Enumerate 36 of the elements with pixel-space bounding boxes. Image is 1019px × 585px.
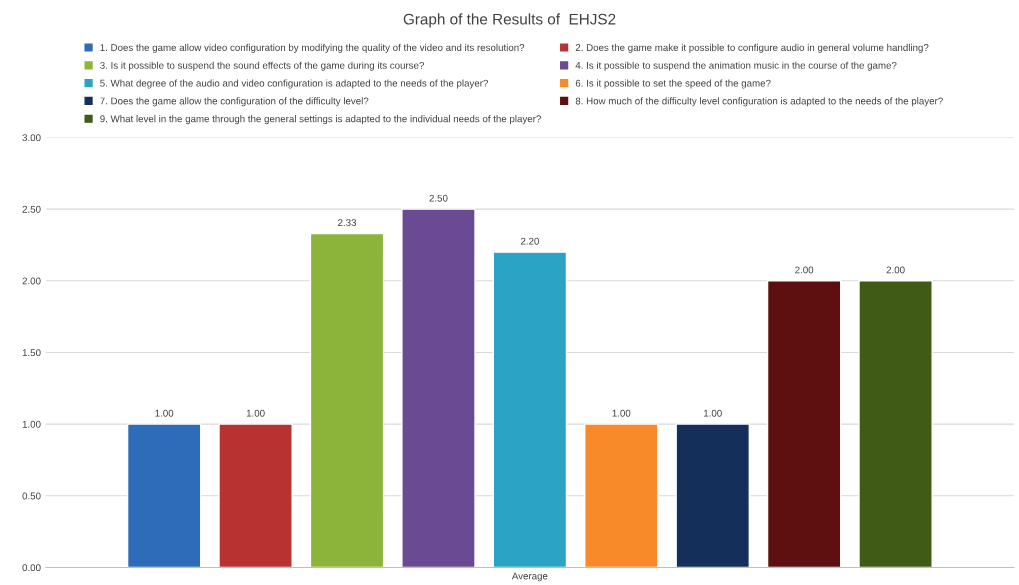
legend-label: 5. What degree of the audio and video configuration is adapted to the needs of the player? <box>100 79 489 89</box>
legend-label: 2. Does the game make it possible to configure audio in general volume handling? <box>575 43 929 53</box>
legend-label: 7. Does the game allow the configuration of the difficulty level? <box>100 97 369 107</box>
y-tick-label: 2.50 <box>22 205 41 213</box>
bar <box>218 423 293 568</box>
data-label: 2.20 <box>520 237 539 245</box>
bar <box>766 280 842 568</box>
bar <box>675 423 750 568</box>
y-tick-label: 0.00 <box>22 564 41 572</box>
bar <box>309 232 385 568</box>
legend-label: 4. Is it possible to suspend the animation music in the course of the game? <box>575 61 897 71</box>
y-tick-label: 1.00 <box>22 420 41 428</box>
bar <box>126 423 202 568</box>
data-label: 2.00 <box>886 266 905 274</box>
y-tick-label: 0.50 <box>22 492 41 500</box>
data-label: 2.50 <box>429 194 448 202</box>
x-tick-label: Average <box>511 572 548 582</box>
data-label: 2.33 <box>338 219 357 227</box>
legend-label: 3. Is it possible to suspend the sound effects of the game during its course? <box>100 61 425 71</box>
data-label: 1.00 <box>246 409 265 417</box>
legend-label: 9. What level in the game through the general settings is adapted to the individual needs of the player? <box>100 115 541 125</box>
legend-label: 6. Is it possible to set the speed of the game? <box>575 79 771 89</box>
chart-title: Graph of the Results of EHJS2 <box>403 13 616 28</box>
bar <box>858 280 933 568</box>
legend-label: 1. Does the game allow video configuration by modifying the quality of the video and its resolution? <box>100 43 525 53</box>
y-tick-label: 2.00 <box>22 277 41 285</box>
y-tick-label: 1.50 <box>22 349 41 357</box>
bar <box>492 251 568 568</box>
y-tick-label: 3.00 <box>22 134 41 142</box>
bar <box>401 208 476 568</box>
data-label: 1.00 <box>612 409 631 417</box>
bar <box>584 423 659 568</box>
data-label: 2.00 <box>795 266 814 274</box>
data-label: 1.00 <box>155 409 174 417</box>
legend-label: 8. How much of the difficulty level configuration is adapted to the needs of the player? <box>575 97 943 107</box>
data-label: 1.00 <box>704 409 722 417</box>
